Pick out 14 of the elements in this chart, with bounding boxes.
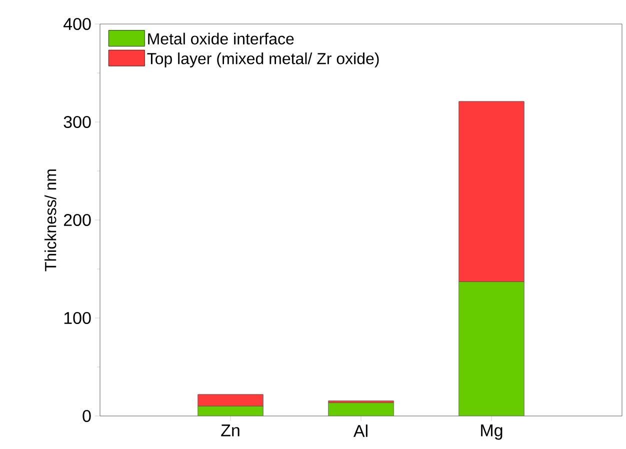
legend-label: Metal oxide interface	[148, 32, 294, 45]
x-tick-label: Al	[353, 424, 368, 437]
y-tick-label: 200	[64, 214, 91, 226]
x-tick-label: Mg	[481, 424, 502, 440]
y-axis-title: Thickness/ nm	[44, 170, 56, 272]
bar	[328, 402, 394, 416]
bar	[198, 406, 264, 416]
x-tick-label: Zn	[221, 424, 240, 436]
y-tick-label: 400	[64, 18, 91, 30]
y-tick-label: 300	[64, 116, 91, 128]
bar	[458, 282, 524, 416]
y-tick-label: 0	[82, 410, 91, 422]
legend-label: Top layer (mixed metal/ Zr oxide)	[147, 52, 379, 68]
y-tick-label: 100	[64, 312, 91, 324]
